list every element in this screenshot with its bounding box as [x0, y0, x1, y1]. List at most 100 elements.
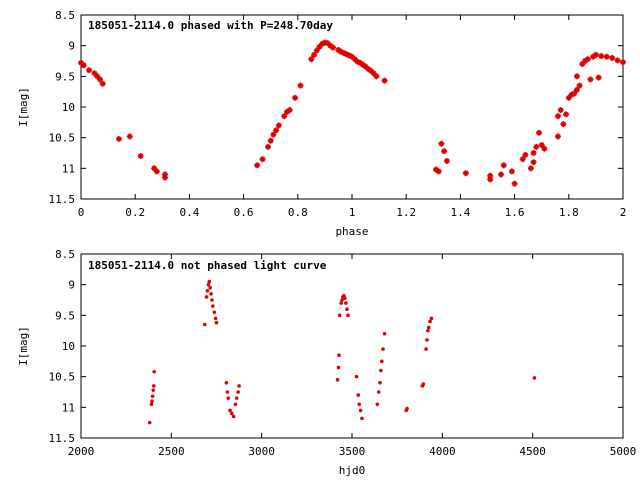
data-point [560, 121, 567, 128]
axis-ticks: 2000 2500 3000 3500 4000 4500 5000 8.5 9 9.5 10 10.… [49, 248, 637, 458]
data-point [226, 396, 231, 400]
chart-title: 185051-2114.0 not phased light curve [88, 259, 327, 272]
data-point [267, 137, 274, 144]
data-point [595, 74, 602, 81]
data-point [345, 307, 349, 312]
data-point [162, 171, 169, 178]
data-point [376, 390, 381, 394]
data-point [206, 282, 211, 287]
data-point [99, 80, 106, 87]
data-point [557, 107, 564, 114]
x-tick-label: 1 [349, 206, 356, 219]
data-point [297, 82, 304, 89]
data-point [150, 399, 154, 404]
data-point [522, 151, 529, 158]
plot-frame [80, 253, 624, 439]
data-point [587, 76, 594, 83]
data-point [233, 402, 238, 407]
data-point [354, 374, 359, 379]
data-point [236, 390, 240, 394]
y-tick-label: 10.5 [49, 132, 76, 145]
data-point [381, 77, 388, 84]
data-point [360, 416, 364, 421]
data-point [254, 162, 261, 169]
data-point [152, 369, 156, 374]
x-tick-label: 0 [78, 206, 85, 219]
plot-frame [80, 14, 624, 200]
y-tick-label: 9 [68, 279, 75, 292]
data-point [214, 320, 219, 325]
data-point [225, 390, 230, 394]
x-tick-label: 5000 [610, 445, 637, 458]
y-tick-label: 10 [62, 340, 75, 353]
x-tick-label: 0.6 [234, 206, 254, 219]
data-point [370, 70, 377, 77]
data-point [620, 59, 626, 66]
data-point [281, 113, 288, 120]
data-point [213, 316, 218, 321]
y-axis-label: I[mag] [17, 87, 30, 127]
data-point [530, 150, 537, 156]
data-point [443, 157, 450, 164]
data-point [358, 408, 363, 413]
data-point [205, 289, 210, 293]
data-point [425, 338, 429, 342]
x-tick-label: 0.2 [125, 206, 145, 219]
data-point [211, 304, 215, 308]
data-point [584, 56, 591, 63]
data-point [609, 54, 616, 61]
x-tick-label: 0.8 [288, 206, 308, 219]
data-point [498, 171, 505, 178]
axis-ticks: 0 0.2 0.4 0.6 0.8 1 1.2 1.4 1.6 1.8 2 8.5 9 9.5 10 10.5… [49, 9, 627, 219]
data-point [379, 368, 383, 373]
data-point [149, 402, 154, 407]
x-tick-label: 1.2 [396, 206, 416, 219]
data-point [311, 51, 318, 58]
x-tick-label: 4000 [429, 445, 456, 458]
data-point [441, 148, 448, 155]
data-point [573, 86, 580, 93]
data-point [342, 296, 347, 300]
data-point [80, 62, 87, 69]
y-tick-label: 8.5 [55, 248, 75, 261]
y-tick-label: 10.5 [49, 371, 76, 384]
data-point [152, 384, 156, 388]
data-point [535, 129, 542, 136]
data-point [340, 298, 344, 302]
data-point [373, 73, 380, 80]
data-point [335, 377, 340, 382]
data-point [462, 170, 469, 177]
data-point [264, 143, 271, 150]
data-point [576, 82, 583, 89]
data-point [212, 310, 217, 315]
data-point [224, 381, 229, 385]
x-tick-label: 2000 [68, 445, 95, 458]
x-tick-label: 1.8 [559, 206, 579, 219]
data-point [438, 140, 445, 147]
data-point [292, 94, 299, 101]
data-point [202, 322, 207, 327]
data-point [208, 285, 212, 290]
data-point [598, 53, 605, 60]
x-tick-label: 2500 [158, 445, 185, 458]
x-tick-label: 4500 [519, 445, 546, 458]
phased-light-curve-panel: 185051-2114.0 phased with P=248.70day ph… [17, 9, 626, 238]
x-tick-label: 3500 [339, 445, 366, 458]
data-point [230, 411, 234, 416]
data-point [533, 143, 540, 150]
data-point [273, 127, 280, 134]
data-point [147, 420, 152, 425]
data-point [210, 298, 214, 302]
data-point [207, 279, 212, 284]
y-tick-label: 11 [62, 162, 75, 175]
data-point [614, 57, 621, 64]
y-tick-label: 11 [62, 401, 75, 414]
data-point [204, 295, 209, 299]
data-point [487, 176, 494, 183]
data-point [378, 381, 382, 385]
data-point [259, 156, 266, 163]
data-point [592, 51, 599, 58]
data-point [237, 384, 241, 388]
data-point [527, 165, 534, 172]
